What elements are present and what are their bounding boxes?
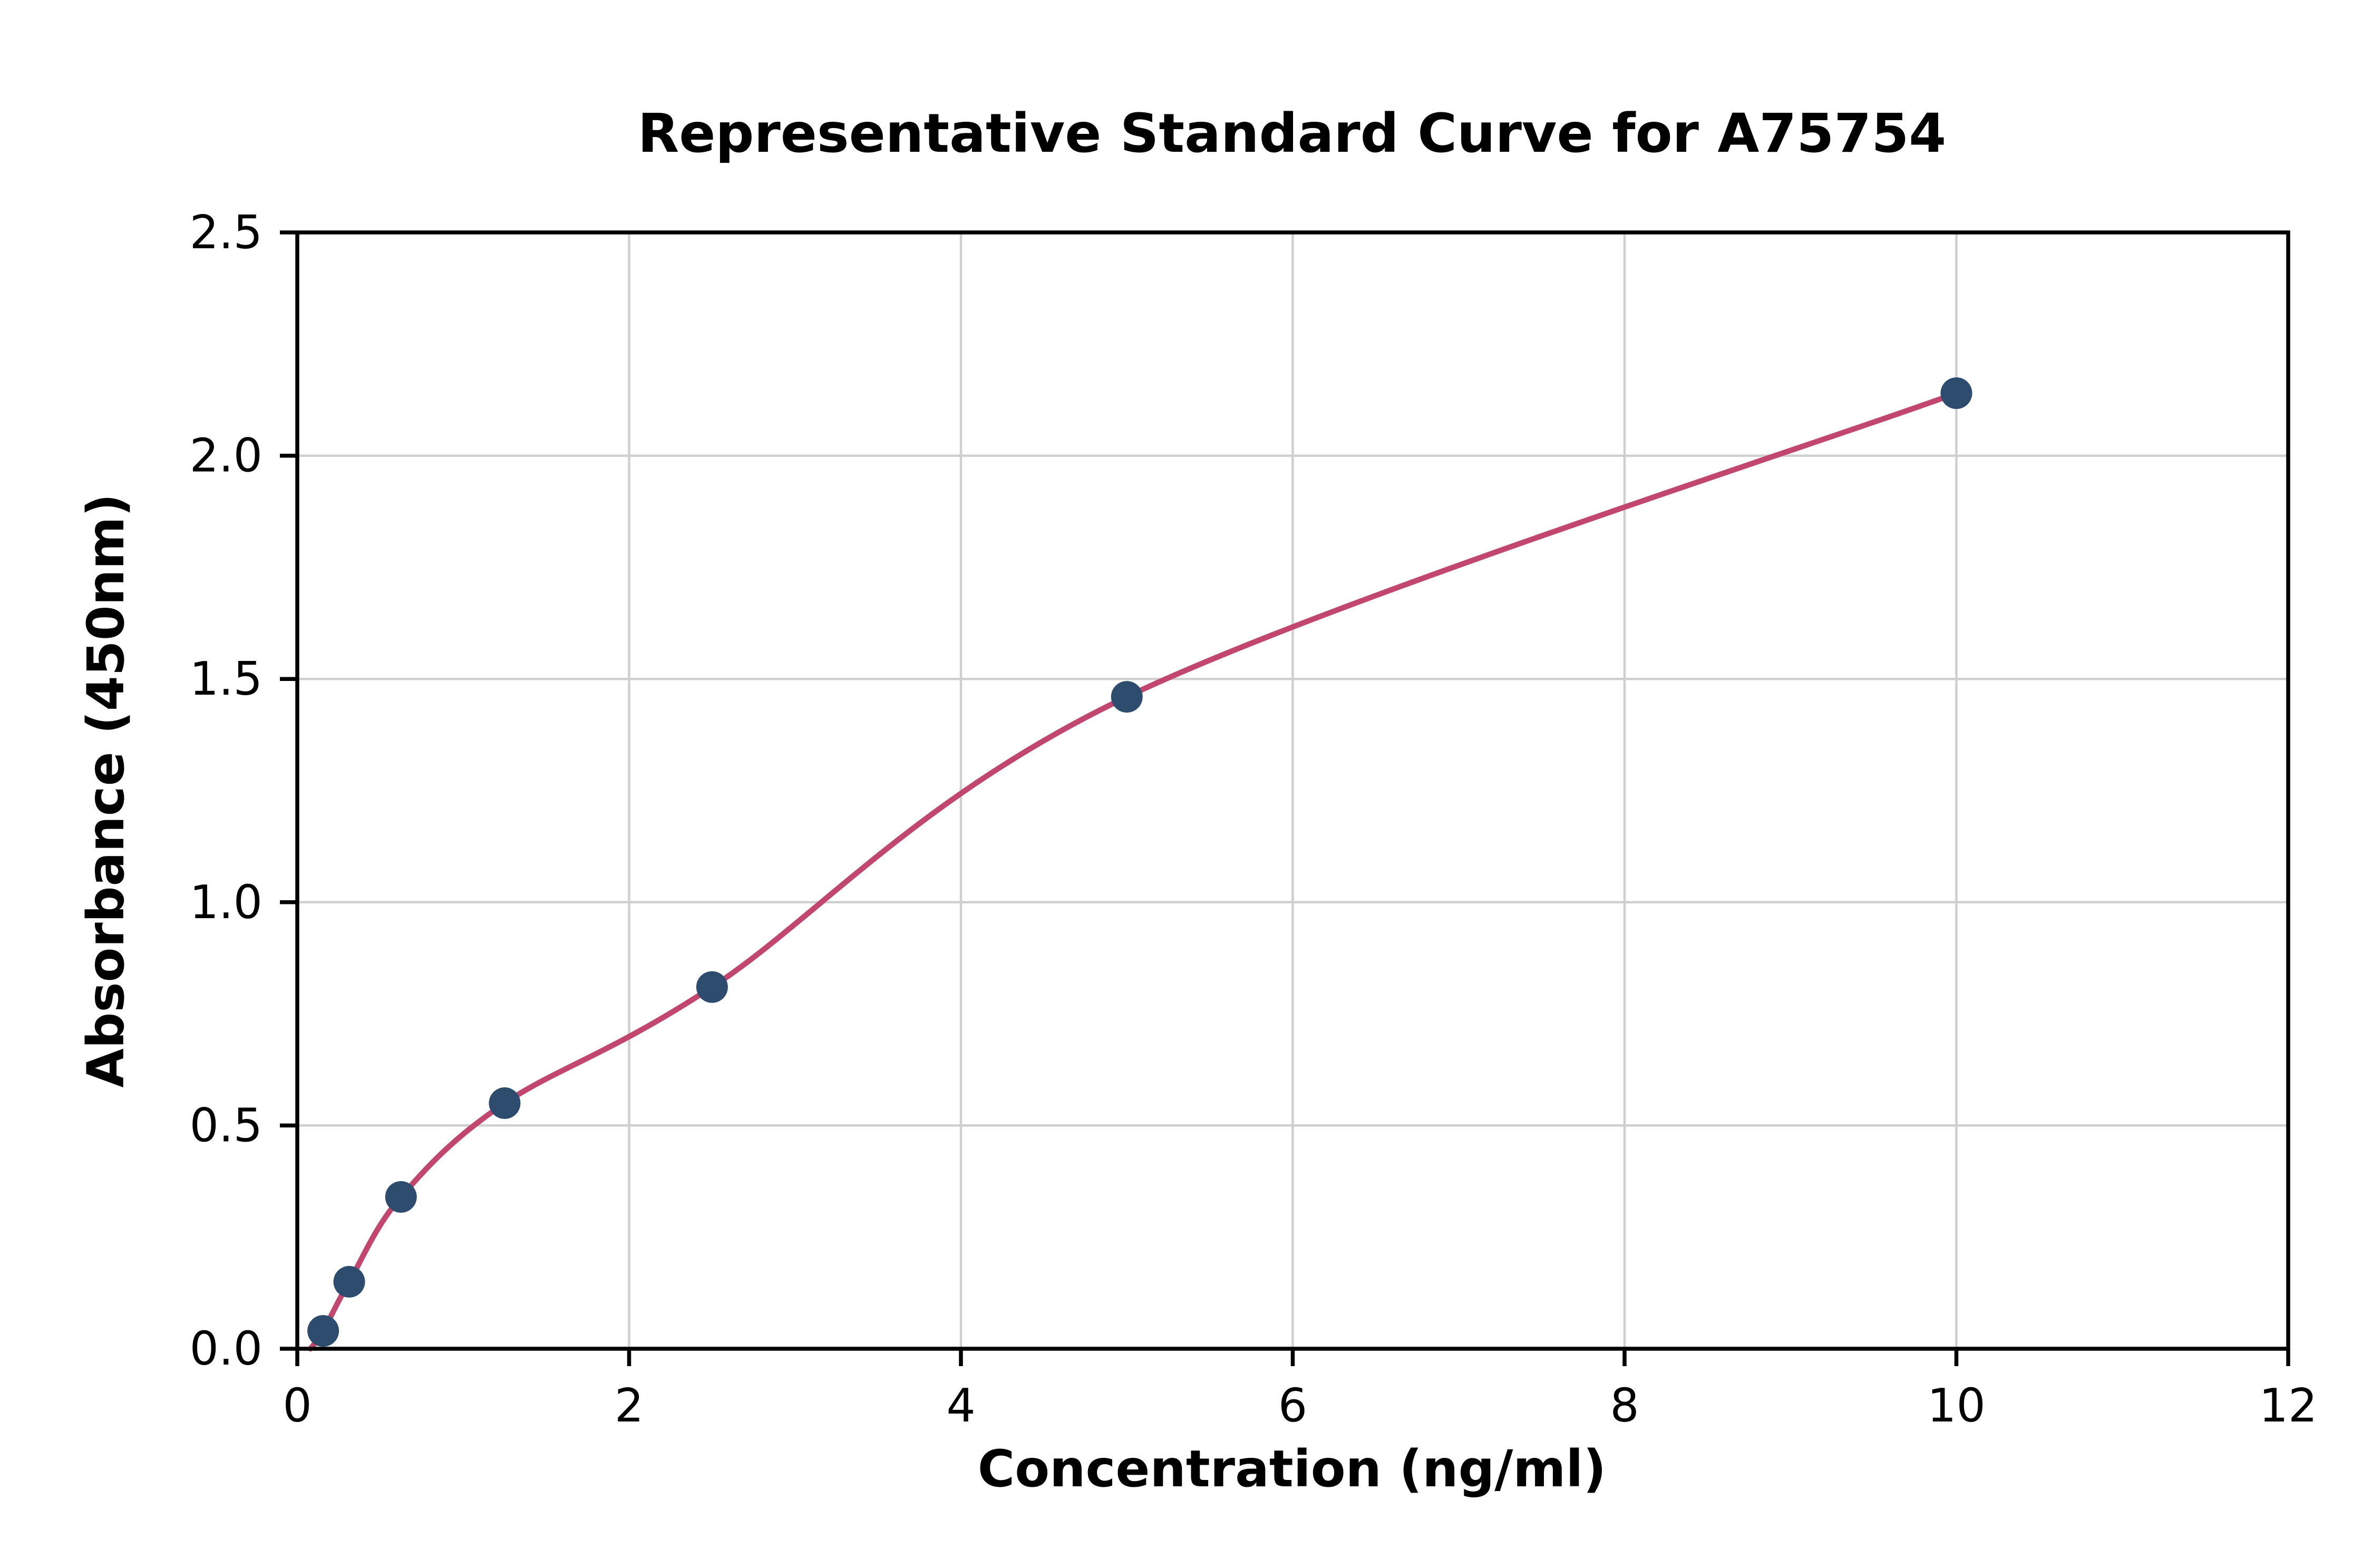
y-tick-label: 1.5: [190, 652, 263, 706]
data-point: [333, 1265, 365, 1298]
x-tick-label: 6: [1278, 1379, 1307, 1433]
x-tick-label: 0: [283, 1379, 312, 1433]
y-tick-label: 2.0: [190, 429, 263, 483]
x-tick-label: 12: [2259, 1379, 2318, 1433]
x-tick-label: 4: [946, 1379, 975, 1433]
x-axis-label: Concentration (ng/ml): [978, 1439, 1606, 1498]
y-tick-label: 1.0: [190, 875, 263, 929]
tick-marks: [280, 230, 2290, 1366]
x-tick-label: 2: [615, 1379, 644, 1433]
data-point: [385, 1181, 417, 1213]
data-point: [696, 971, 728, 1003]
data-point: [489, 1087, 521, 1119]
y-tick-label: 0.5: [190, 1098, 263, 1152]
y-tick-label: 0.0: [190, 1322, 263, 1376]
x-tick-labels: 0 2 4 6 8 10 12: [283, 1379, 2317, 1433]
data-points-layer: [307, 377, 1972, 1347]
data-point: [1111, 681, 1143, 713]
data-point: [307, 1315, 339, 1347]
y-axis-label: Absorbance (450nm): [76, 493, 135, 1087]
chart-title: Representative Standard Curve for A75754: [638, 102, 1947, 165]
y-tick-labels: 0.0 0.5 1.0 1.5 2.0 2.5: [190, 206, 263, 1376]
x-tick-label: 10: [1927, 1379, 1986, 1433]
data-point: [1940, 377, 1972, 409]
x-tick-label: 8: [1610, 1379, 1639, 1433]
y-tick-label: 2.5: [190, 206, 263, 259]
